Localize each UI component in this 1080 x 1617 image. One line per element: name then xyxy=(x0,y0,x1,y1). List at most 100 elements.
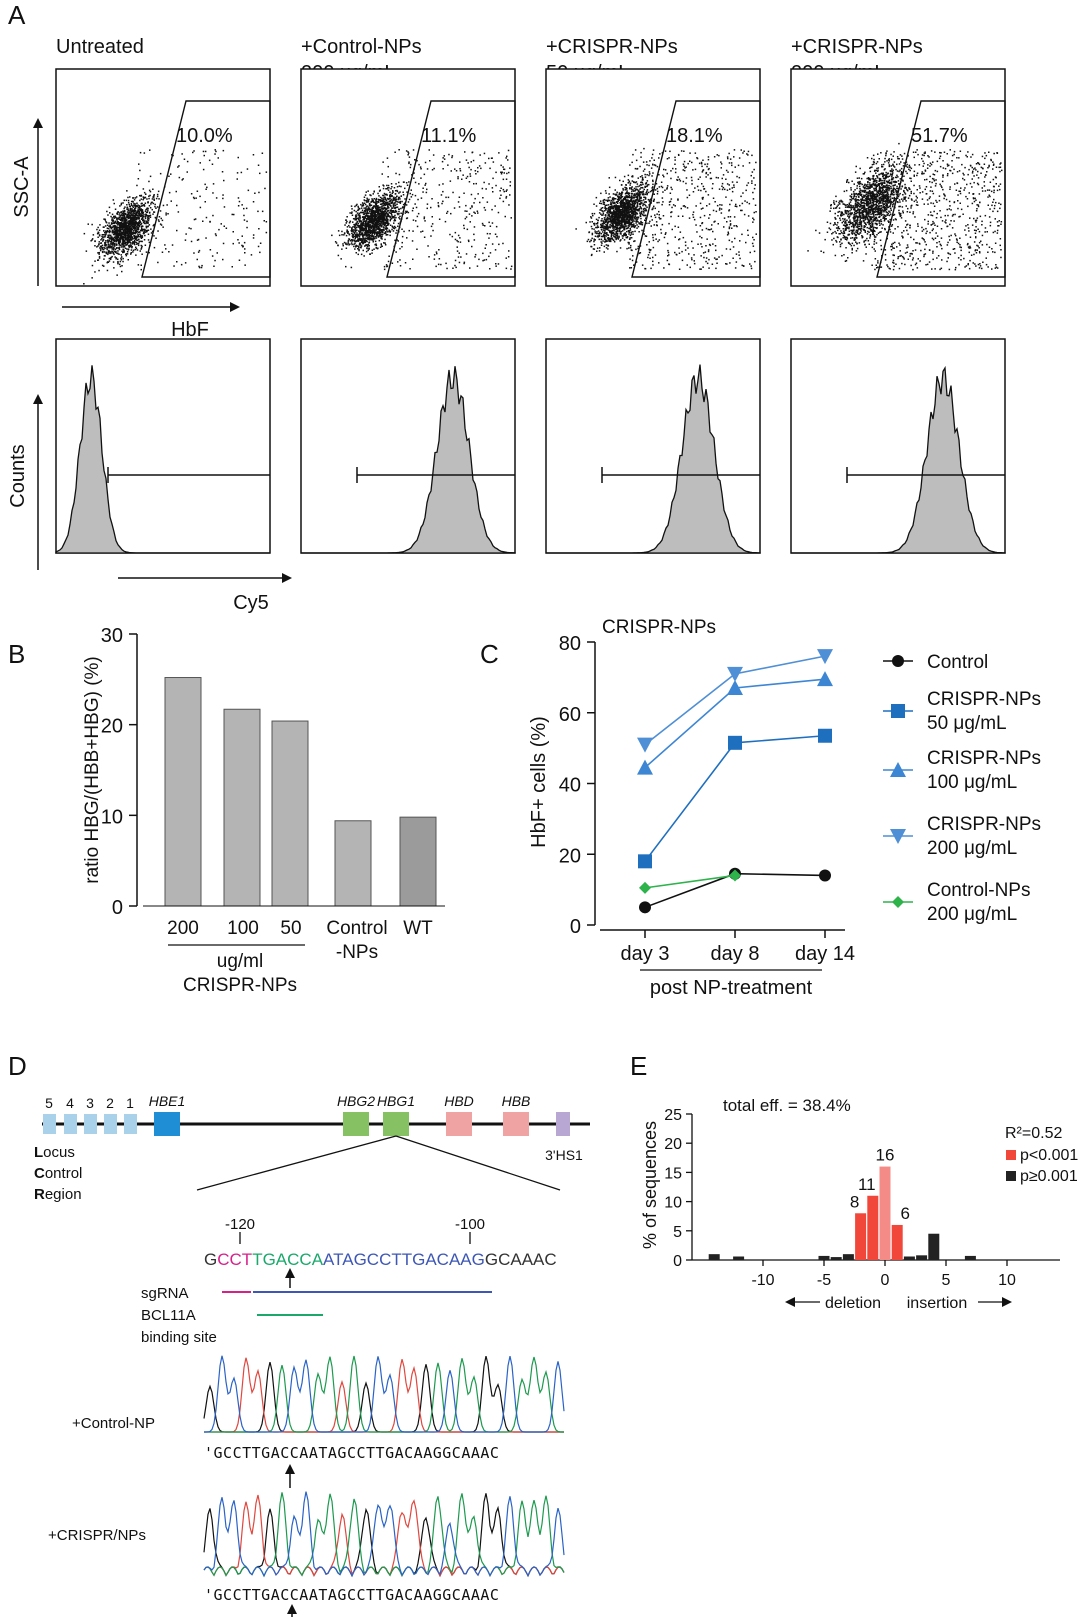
cell-dot xyxy=(393,207,396,209)
cell-dot xyxy=(353,239,356,241)
cell-dot xyxy=(401,246,403,248)
cell-dot xyxy=(648,241,650,243)
cell-dot xyxy=(609,207,612,209)
cell-dot xyxy=(125,226,127,228)
cell-dot xyxy=(195,197,197,199)
cell-dot xyxy=(629,229,632,231)
cell-dot xyxy=(360,207,363,209)
cell-dot xyxy=(494,233,497,235)
cell-dot xyxy=(374,216,377,219)
cell-dot xyxy=(643,212,645,214)
cell-dot xyxy=(377,220,379,223)
cell-dot xyxy=(625,184,627,186)
cell-dot xyxy=(141,217,144,219)
cell-dot xyxy=(387,165,389,168)
cell-dot xyxy=(593,222,595,225)
cell-dot xyxy=(361,234,364,237)
cell-dot xyxy=(744,200,746,202)
cell-dot xyxy=(128,223,130,225)
cell-dot xyxy=(373,212,376,214)
cell-dot xyxy=(363,229,366,231)
cell-dot xyxy=(463,262,465,265)
cell-dot xyxy=(223,179,225,182)
cell-dot xyxy=(371,210,374,213)
cell-dot xyxy=(711,263,714,265)
cell-dot xyxy=(373,227,375,229)
cell-dot xyxy=(414,203,416,205)
cell-dot xyxy=(674,251,676,254)
cell-dot xyxy=(747,215,750,217)
cell-dot xyxy=(606,237,609,239)
cell-dot xyxy=(349,226,351,228)
cell-dot xyxy=(593,228,595,230)
cell-dot xyxy=(445,262,447,265)
cell-dot xyxy=(121,237,124,239)
condition-title-line1: Untreated xyxy=(56,36,144,58)
cell-dot xyxy=(642,210,644,212)
cell-dot xyxy=(130,238,133,240)
cell-dot xyxy=(106,210,108,213)
cell-dot xyxy=(667,255,669,257)
cell-dot xyxy=(149,194,151,197)
cell-dot xyxy=(105,244,107,246)
cell-dot xyxy=(117,222,119,225)
cell-dot xyxy=(153,211,155,213)
cell-dot xyxy=(634,199,637,201)
cell-dot xyxy=(370,212,373,215)
cell-dot xyxy=(131,233,133,236)
cell-dot xyxy=(391,215,394,218)
cell-dot xyxy=(360,245,363,247)
cell-dot xyxy=(603,220,605,223)
cell-dot xyxy=(682,169,684,171)
cell-dot xyxy=(357,226,359,228)
cell-dot xyxy=(148,195,150,197)
cell-dot xyxy=(505,267,508,270)
cell-dot xyxy=(444,220,447,223)
cell-dot xyxy=(636,216,638,219)
cell-dot xyxy=(130,233,132,236)
cell-dot xyxy=(178,165,180,167)
cell-dot xyxy=(362,249,364,252)
cell-dot xyxy=(630,219,632,221)
cell-dot xyxy=(651,208,654,211)
cell-dot xyxy=(708,267,710,269)
cell-dot xyxy=(351,240,353,242)
cell-dot xyxy=(642,204,644,207)
cell-dot xyxy=(737,164,740,167)
cell-dot xyxy=(646,222,648,225)
cell-dot xyxy=(382,217,384,219)
cell-dot xyxy=(396,195,398,197)
cell-dot xyxy=(119,234,122,237)
cell-dot xyxy=(118,242,121,245)
cell-dot xyxy=(152,202,155,205)
cell-dot xyxy=(356,229,358,231)
cell-dot xyxy=(375,229,377,232)
cell-dot xyxy=(359,220,362,223)
cell-dot xyxy=(382,205,385,207)
cell-dot xyxy=(425,191,428,194)
cell-dot xyxy=(429,160,431,162)
cell-dot xyxy=(355,218,358,221)
cell-dot xyxy=(359,214,361,217)
cell-dot xyxy=(105,230,108,233)
cell-dot xyxy=(371,234,373,236)
cell-dot xyxy=(105,241,107,244)
cell-dot xyxy=(129,245,132,248)
cell-dot xyxy=(400,185,402,188)
cell-dot xyxy=(183,158,186,160)
cell-dot xyxy=(190,240,193,243)
cell-dot xyxy=(753,168,755,171)
cell-dot xyxy=(381,220,384,223)
cell-dot xyxy=(104,230,107,232)
cell-dot xyxy=(348,224,350,227)
cell-dot xyxy=(149,216,152,218)
cell-dot xyxy=(457,256,460,258)
cell-dot xyxy=(632,212,635,215)
cell-dot xyxy=(199,195,201,198)
cell-dot xyxy=(123,232,125,234)
cell-dot xyxy=(475,173,477,175)
cell-dot xyxy=(110,222,113,224)
cell-dot xyxy=(388,230,391,232)
cell-dot xyxy=(369,237,371,239)
cell-dot xyxy=(380,236,382,238)
